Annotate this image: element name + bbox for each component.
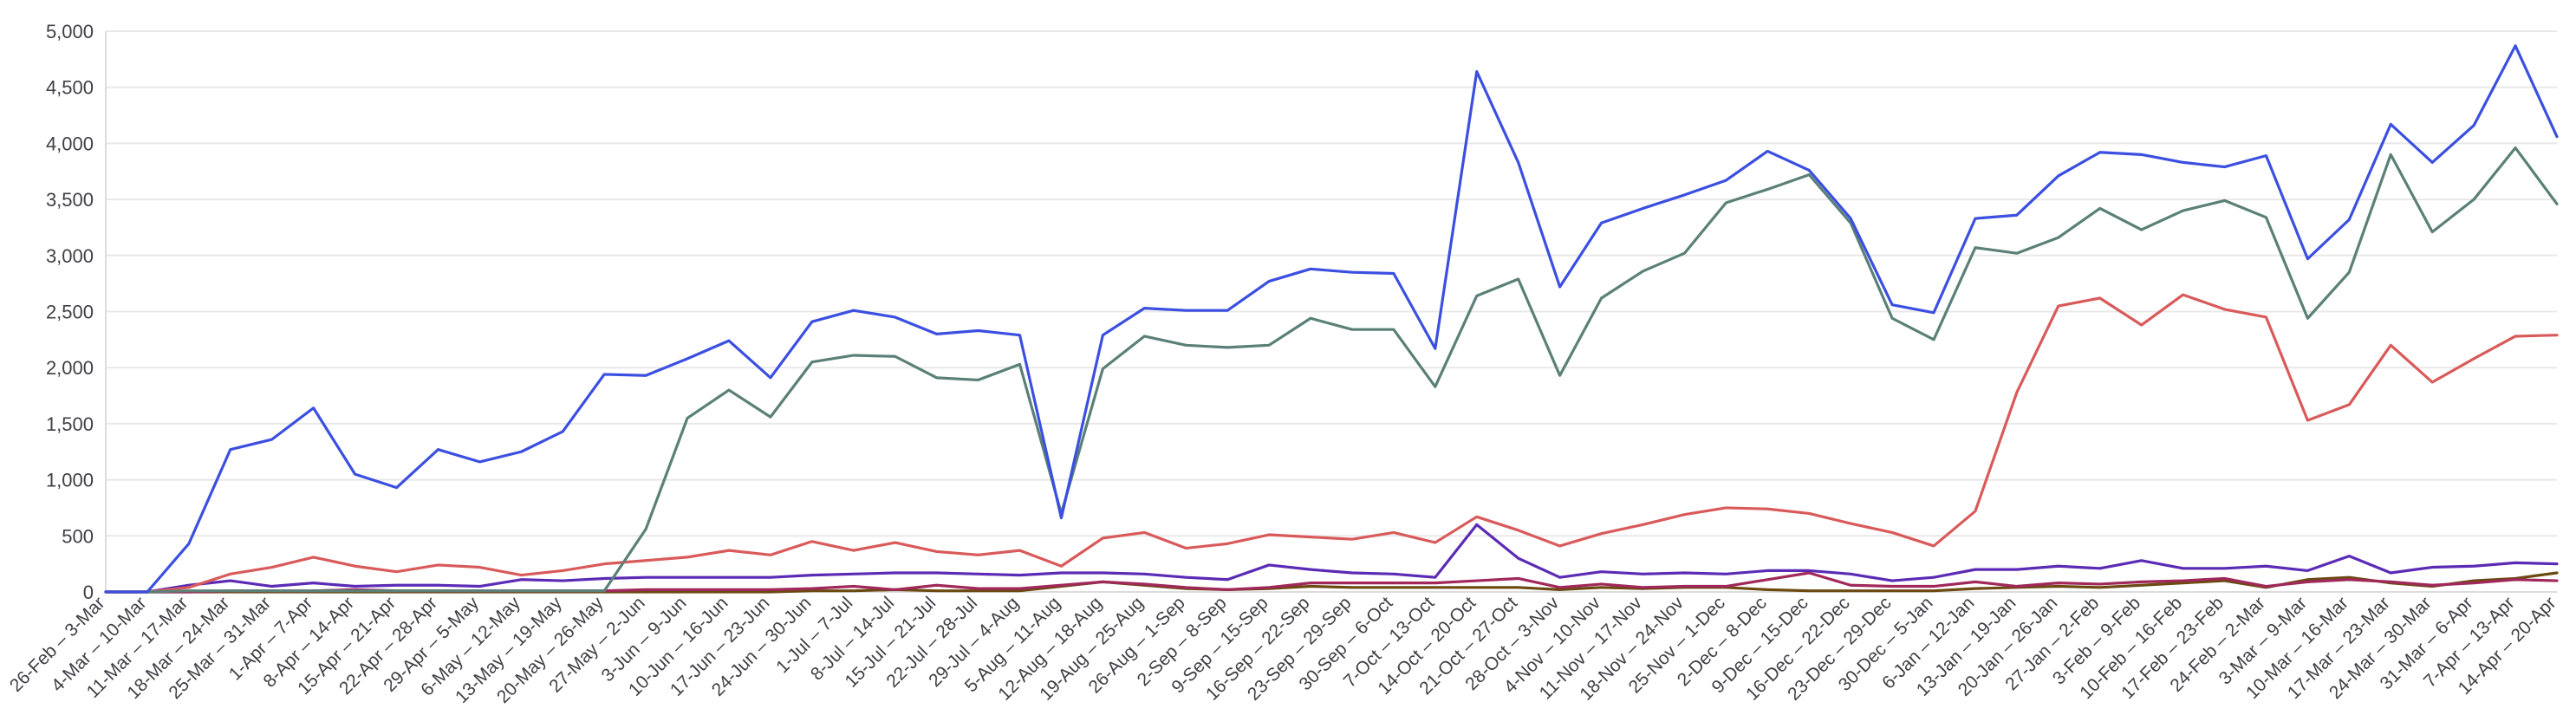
gridlines (105, 30, 2557, 593)
y-tick-label: 2,000 (46, 357, 94, 379)
y-tick-label: 3,000 (46, 245, 94, 267)
y-tick-label: 1,000 (46, 470, 94, 491)
series-line-4 (104, 523, 2559, 594)
y-tick-label: 5,000 (46, 21, 94, 42)
y-tick-label: 4,000 (46, 133, 94, 154)
y-tick-label: 500 (62, 525, 94, 547)
y-tick-label: 3,500 (46, 189, 94, 211)
y-tick-label: 2,500 (46, 302, 94, 323)
y-tick-label: 1,500 (46, 413, 94, 435)
series-line-3 (104, 293, 2559, 594)
y-axis-tick-labels: 0 500 1,000 1,500 2,000 2,500 3,000 3,500 4,000 4… (46, 21, 94, 603)
series-lines (104, 44, 2559, 594)
y-tick-label: 4,500 (46, 77, 94, 99)
series-line-1 (104, 44, 2559, 594)
y-tick-label: 0 (83, 582, 94, 603)
series-line-2 (104, 146, 2559, 594)
